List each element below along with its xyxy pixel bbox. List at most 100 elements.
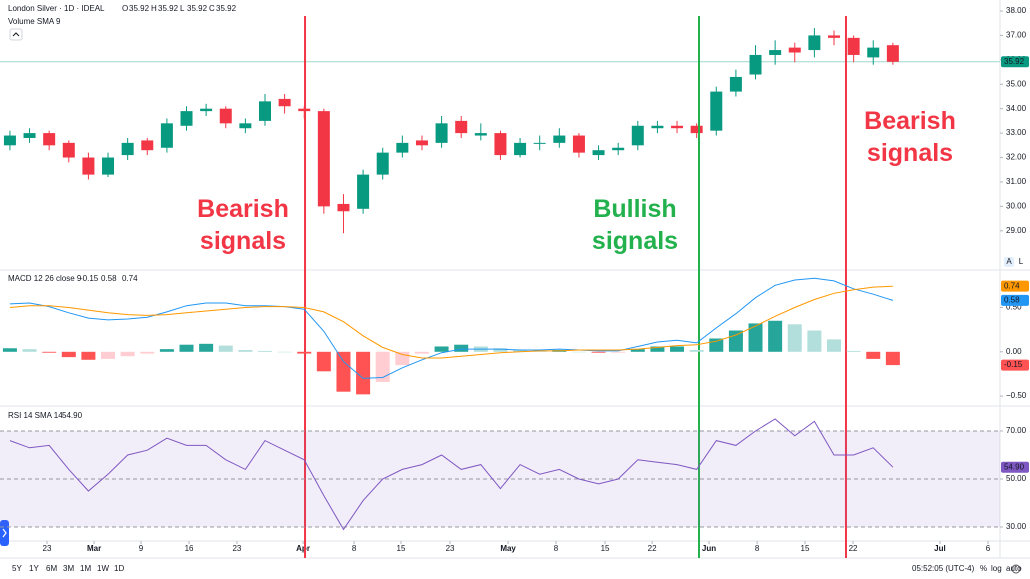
histogram-bar — [591, 351, 606, 353]
candle-body — [160, 123, 173, 148]
macd-line — [9, 285, 893, 359]
y-tick-label: 50.00 — [1006, 474, 1027, 483]
histogram-bar — [768, 320, 783, 352]
last-value-box — [1001, 461, 1029, 473]
y-tick-label: 32.00 — [1006, 153, 1027, 162]
range-button[interactable]: 6M — [46, 564, 57, 573]
collapse-button[interactable] — [9, 28, 23, 41]
x-tick-label: Mar — [87, 544, 101, 553]
range-button[interactable]: 1D — [114, 564, 124, 573]
candle-body — [671, 125, 684, 129]
x-tick-label: 8 — [554, 544, 559, 553]
candle-body — [847, 37, 860, 55]
y-tick-label: 33.00 — [1006, 128, 1027, 137]
histogram-bar — [454, 344, 469, 352]
range-button[interactable]: 5Y — [12, 564, 22, 573]
candle-body — [651, 125, 664, 129]
candle-body — [337, 203, 350, 212]
histogram-bar — [630, 349, 645, 352]
histogram-bar — [61, 351, 76, 358]
legend-key: L — [180, 4, 185, 13]
histogram-bar — [101, 351, 116, 359]
y-tick-label: 30.00 — [1006, 201, 1027, 210]
candle-body — [494, 133, 507, 156]
histogram-bar — [807, 330, 822, 352]
x-tick-label: 22 — [849, 544, 858, 553]
histogram-bar — [159, 349, 174, 352]
histogram-bar — [434, 346, 449, 352]
y-tick-label: 35.00 — [1006, 79, 1027, 88]
candle-body — [474, 133, 487, 136]
candle-body — [141, 140, 154, 151]
histogram-bar — [885, 351, 900, 366]
histogram-bar — [297, 351, 312, 354]
scale-button-label: A — [1006, 257, 1012, 266]
candle-body — [553, 135, 566, 143]
last-value-box — [1001, 294, 1029, 306]
legend-value: 35.92 — [187, 4, 208, 13]
y-tick-label: 29.00 — [1006, 226, 1027, 235]
x-tick-label: May — [500, 544, 516, 553]
range-button[interactable]: 1M — [80, 564, 91, 573]
x-tick-label: 15 — [601, 544, 610, 553]
candle-body — [690, 125, 703, 134]
settings-icon[interactable] — [1011, 564, 1021, 574]
histogram-bar — [689, 350, 704, 352]
histogram-bar — [257, 350, 272, 352]
histogram-bar — [140, 351, 155, 354]
histogram-bar — [218, 345, 233, 352]
legend-key: C — [209, 4, 215, 13]
candle-body — [278, 98, 291, 107]
histogram-bar — [42, 351, 57, 353]
y-tick-label: 30.00 — [1006, 522, 1027, 531]
x-tick-label: Jul — [934, 544, 946, 553]
legend-value: -0.15 — [80, 274, 99, 283]
annotation: Bearish signals — [197, 195, 289, 255]
scale-option[interactable]: log — [991, 564, 1002, 573]
chart-title: London Silver · 1D · IDEAL — [8, 4, 105, 13]
candle-body — [828, 35, 841, 38]
candle-body — [62, 142, 75, 158]
range-button[interactable]: 1Y — [29, 564, 39, 573]
candle-body — [43, 133, 56, 146]
histogram-bar — [493, 348, 508, 352]
range-button[interactable]: 3M — [63, 564, 74, 573]
candle-body — [729, 76, 742, 92]
candle-body — [788, 47, 801, 53]
y-tick-label: 34.00 — [1006, 104, 1027, 113]
last-value-label: 0.58 — [1004, 295, 1020, 304]
candle-body — [749, 54, 762, 75]
candle-body — [82, 157, 95, 175]
scale-option[interactable]: % — [980, 564, 987, 573]
scale-button[interactable] — [1016, 257, 1026, 267]
candle-body — [23, 133, 36, 138]
histogram-bar — [414, 351, 429, 354]
candle-body — [435, 123, 448, 143]
last-value-label: 0.74 — [1004, 281, 1020, 290]
scale-button[interactable] — [1004, 257, 1014, 267]
x-tick-label: 8 — [352, 544, 357, 553]
pane-title: RSI 14 SMA 14 — [8, 411, 63, 420]
x-tick-label: Jun — [702, 544, 716, 553]
histogram-bar — [748, 323, 763, 352]
collapse-icon — [12, 32, 20, 37]
side-tab-icon — [2, 528, 7, 538]
candle-body — [631, 125, 644, 146]
histogram-bar — [277, 351, 292, 353]
histogram-bar — [395, 351, 410, 366]
histogram-bar — [513, 350, 528, 352]
y-tick-label: 0.50 — [1006, 303, 1022, 312]
x-tick-label: Apr — [296, 544, 310, 553]
histogram-bar — [199, 343, 214, 352]
range-button[interactable]: 1W — [97, 564, 109, 573]
legend-value: 35.92 — [158, 4, 179, 13]
histogram-bar — [571, 351, 586, 353]
histogram-bar — [22, 349, 37, 352]
scale-button-label: L — [1019, 257, 1024, 266]
scale-option[interactable]: auto — [1006, 564, 1022, 573]
legend-value: 35.92 — [129, 4, 150, 13]
histogram-bar — [316, 351, 331, 372]
x-tick-label: 8 — [755, 544, 760, 553]
histogram-bar — [120, 351, 135, 357]
